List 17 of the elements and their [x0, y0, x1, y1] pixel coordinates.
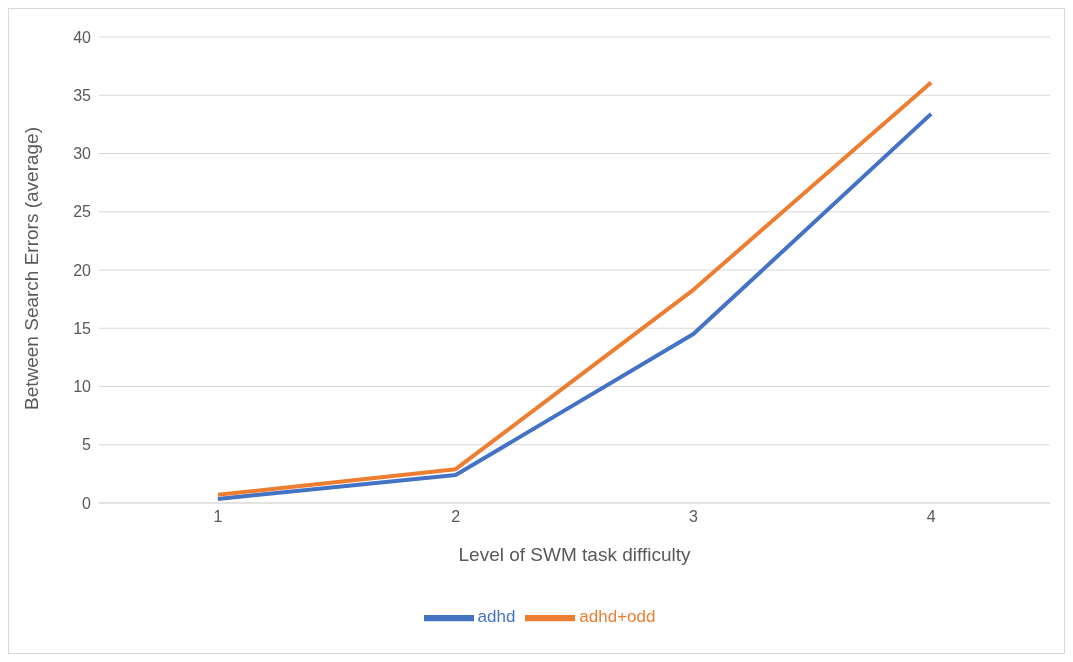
- x-tick-label: 3: [688, 508, 698, 526]
- y-tick-label: 15: [73, 319, 92, 337]
- x-tick-label: 4: [926, 508, 936, 526]
- y-tick-label: 25: [73, 203, 92, 221]
- y-tick-label: 30: [73, 145, 92, 163]
- y-tick-label: 0: [82, 494, 92, 512]
- x-tick-label: 1: [213, 508, 223, 526]
- y-tick-label: 20: [73, 261, 92, 279]
- y-axis-title: Between Search Errors (average): [20, 126, 42, 410]
- y-tick-label: 5: [82, 436, 92, 454]
- legend-label: adhd+odd: [579, 607, 656, 627]
- y-tick-label: 10: [73, 378, 92, 396]
- legend-label: adhd: [477, 607, 516, 627]
- y-tick-label: 35: [73, 86, 92, 104]
- y-tick-label: 40: [73, 28, 92, 46]
- x-axis-title: Level of SWM task difficulty: [458, 544, 691, 565]
- x-tick-label: 2: [451, 508, 461, 526]
